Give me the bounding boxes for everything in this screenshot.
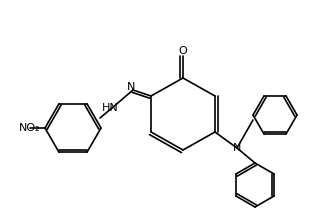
Text: N: N [127, 82, 135, 92]
Text: NO₂: NO₂ [19, 123, 41, 133]
Text: HN: HN [102, 103, 118, 113]
Text: N: N [233, 143, 241, 153]
Text: O: O [179, 46, 187, 56]
